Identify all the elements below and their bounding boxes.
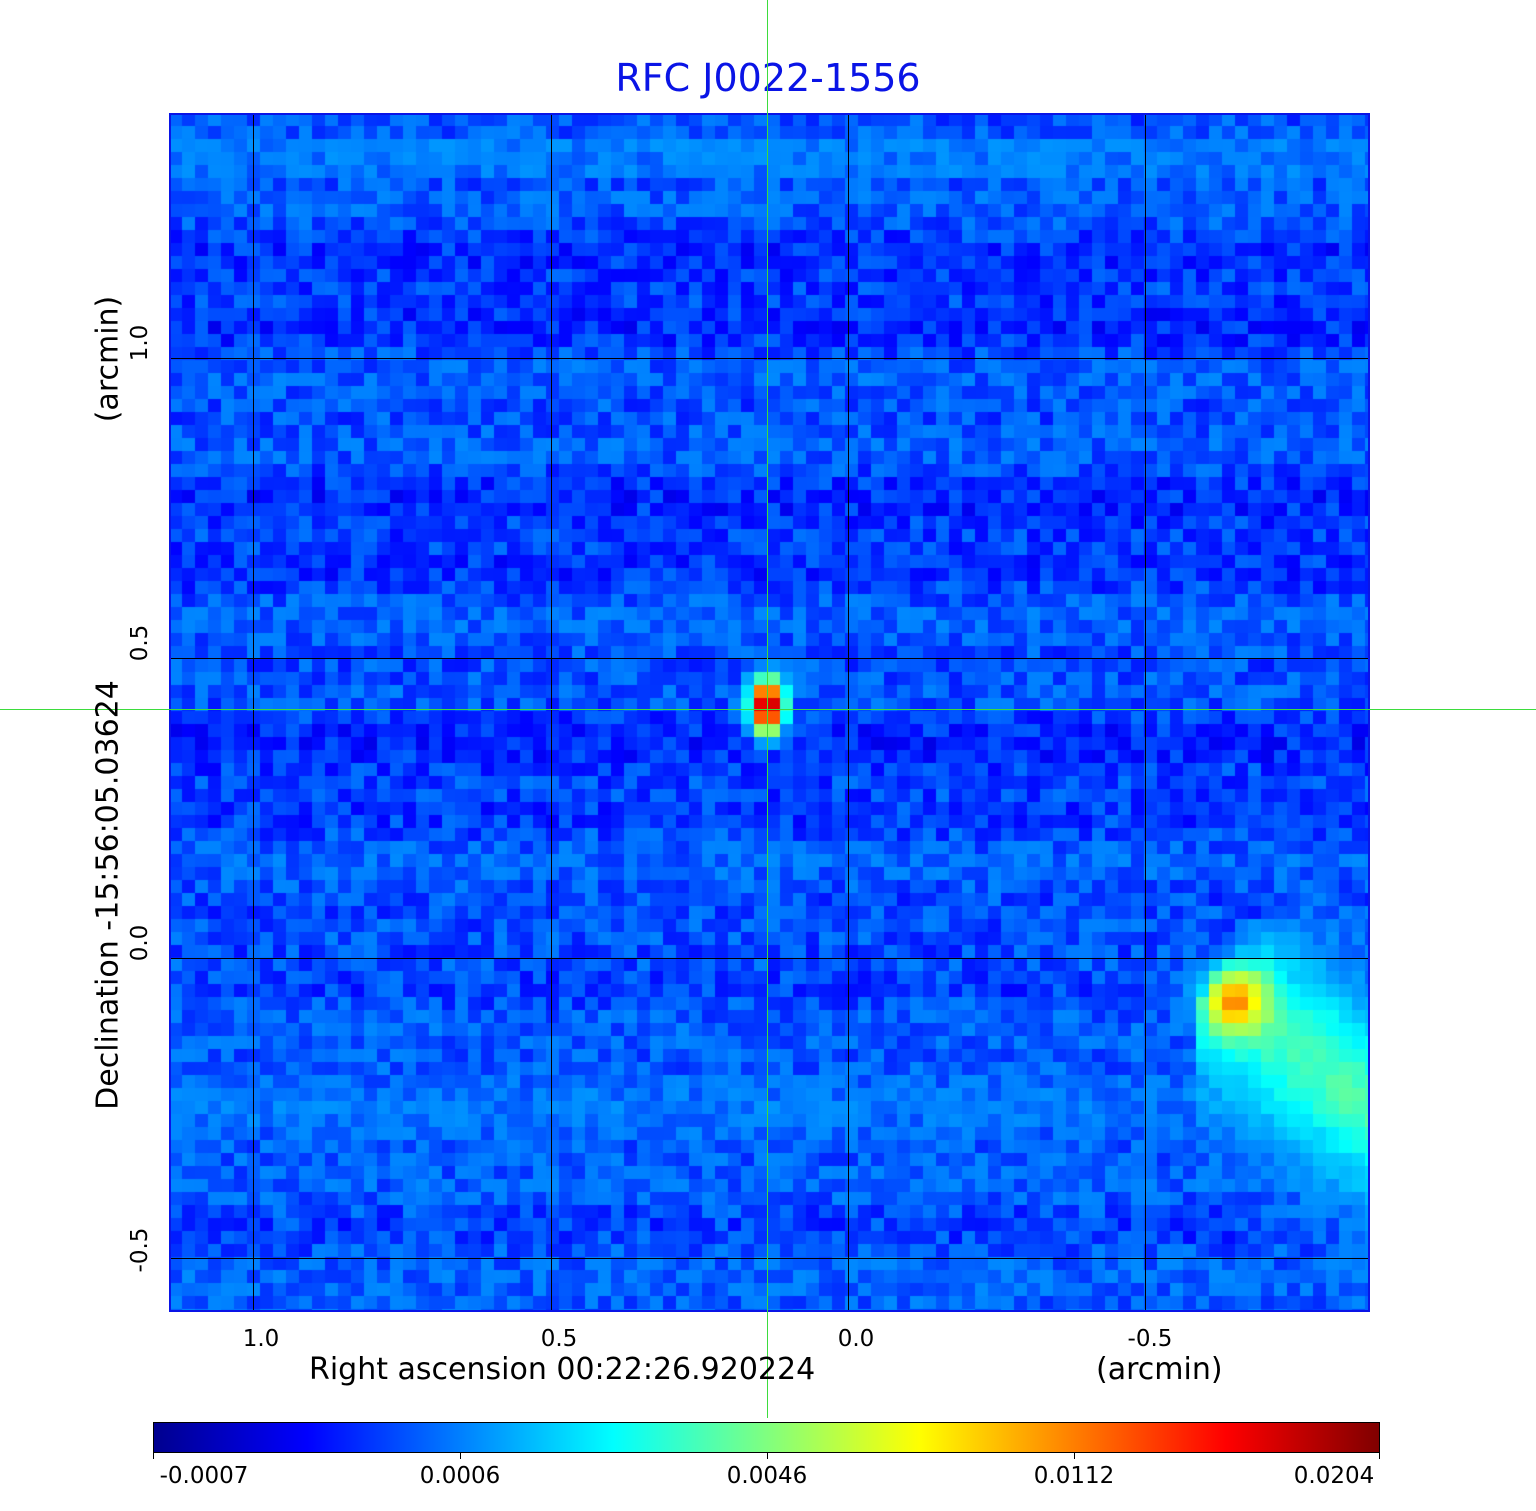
grid-line-x: [1145, 113, 1146, 1312]
colorbar-tick-label: 0.0204: [1293, 1463, 1375, 1489]
x-tick-label: 0.5: [540, 1326, 578, 1352]
y-tick-label: 0.5: [127, 624, 153, 662]
grid-line-x: [551, 113, 552, 1312]
grid-line-y: [169, 1258, 1370, 1259]
y-axis-label: Declination -15:56:05.03624: [90, 680, 126, 1110]
crosshair-horizontal: [0, 709, 1536, 710]
colorbar: [153, 1422, 1380, 1453]
chart-title: RFC J0022-1556: [615, 56, 921, 100]
sky-image-heatmap: [169, 113, 1370, 1312]
x-axis-unit: (arcmin): [1096, 1352, 1223, 1387]
colorbar-tick-label: 0.0006: [419, 1463, 501, 1489]
grid-line-x: [848, 113, 849, 1312]
y-tick-label: -0.5: [127, 1227, 153, 1273]
grid-line-y: [169, 358, 1370, 359]
colorbar-tick-label: -0.0007: [159, 1463, 249, 1489]
colorbar-tick: [1074, 1453, 1075, 1459]
plot-frame: [169, 113, 1370, 1312]
grid-line-y: [169, 658, 1370, 659]
colorbar-tick: [1379, 1453, 1380, 1459]
y-tick-label: 1.0: [127, 324, 153, 362]
colorbar-tick: [767, 1453, 768, 1459]
grid-line-y: [169, 958, 1370, 959]
x-tick-label: -0.5: [1127, 1326, 1173, 1352]
x-tick-label: 0.0: [837, 1326, 875, 1352]
y-tick-label: 0.0: [127, 924, 153, 962]
colorbar-tick: [460, 1453, 461, 1459]
colorbar-tick-label: 0.0112: [1033, 1463, 1115, 1489]
grid-line-x: [253, 113, 254, 1312]
x-tick-label: 1.0: [242, 1326, 280, 1352]
y-axis-unit: (arcmin): [90, 295, 126, 423]
colorbar-tick-label: 0.0046: [726, 1463, 808, 1489]
x-axis-label: Right ascension 00:22:26.920224: [309, 1352, 816, 1387]
colorbar-tick: [153, 1453, 154, 1459]
